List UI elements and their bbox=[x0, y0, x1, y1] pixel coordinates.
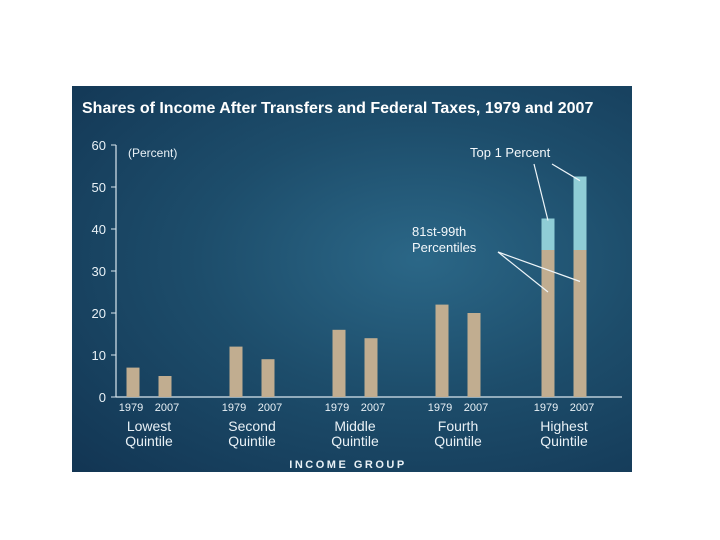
y-tick-label: 20 bbox=[92, 306, 106, 321]
y-tick-label: 60 bbox=[92, 138, 106, 153]
x-group-label: Lowest bbox=[127, 418, 171, 434]
bar-highest-1979-81-99 bbox=[541, 250, 555, 397]
x-group-label: Highest bbox=[540, 418, 588, 434]
annotation-81-99-line2: Percentiles bbox=[412, 240, 477, 255]
bar-lowest-2007 bbox=[158, 376, 172, 397]
bar-middle-1979 bbox=[332, 329, 346, 397]
bar-highest-2007-top1 bbox=[573, 176, 587, 250]
x-year-label: 2007 bbox=[155, 402, 179, 414]
x-year-label: 2007 bbox=[258, 402, 282, 414]
y-tick-label: 30 bbox=[92, 264, 106, 279]
x-year-label: 1979 bbox=[428, 402, 452, 414]
chart-title: Shares of Income After Transfers and Fed… bbox=[82, 100, 593, 117]
y-tick-label: 10 bbox=[92, 348, 106, 363]
annotation-leader-line bbox=[497, 251, 549, 293]
unit-label: (Percent) bbox=[128, 146, 177, 160]
y-tick-label: 40 bbox=[92, 222, 106, 237]
bar-second-2007 bbox=[261, 359, 275, 397]
annotation-top-1-percent: Top 1 Percent bbox=[470, 145, 551, 160]
bar-middle-2007 bbox=[364, 338, 378, 397]
x-year-label: 1979 bbox=[534, 402, 558, 414]
x-year-label: 2007 bbox=[570, 402, 594, 414]
chart-panel: Shares of Income After Transfers and Fed… bbox=[72, 86, 632, 472]
x-group-label: Fourth bbox=[438, 418, 478, 434]
bar-fourth-1979 bbox=[435, 304, 449, 397]
x-year-label: 1979 bbox=[119, 402, 143, 414]
x-group-label: Quintile bbox=[434, 433, 482, 449]
x-group-label: Quintile bbox=[228, 433, 276, 449]
annotation-leader-line bbox=[533, 163, 549, 221]
x-group-label: Quintile bbox=[331, 433, 379, 449]
annotation-81-99-line1: 81st-99th bbox=[412, 224, 466, 239]
bar-chart: Shares of Income After Transfers and Fed… bbox=[82, 100, 622, 471]
x-year-label: 1979 bbox=[325, 402, 349, 414]
bar-second-1979 bbox=[229, 346, 243, 397]
bar-highest-2007-81-99 bbox=[573, 250, 587, 397]
x-group-label: Quintile bbox=[540, 433, 588, 449]
x-year-label: 2007 bbox=[361, 402, 385, 414]
x-group-label: Quintile bbox=[125, 433, 173, 449]
annotation-leader-line bbox=[551, 163, 581, 182]
annotation-leader-line bbox=[497, 251, 581, 283]
bar-fourth-2007 bbox=[467, 313, 481, 397]
bar-highest-1979-top1 bbox=[541, 218, 555, 250]
x-group-label: Middle bbox=[334, 418, 375, 434]
y-tick-label: 0 bbox=[99, 390, 106, 405]
y-tick-label: 50 bbox=[92, 180, 106, 195]
x-year-label: 2007 bbox=[464, 402, 488, 414]
x-group-label: Second bbox=[228, 418, 275, 434]
x-year-label: 1979 bbox=[222, 402, 246, 414]
bar-lowest-1979 bbox=[126, 367, 140, 397]
x-axis-title: INCOME GROUP bbox=[289, 459, 406, 471]
